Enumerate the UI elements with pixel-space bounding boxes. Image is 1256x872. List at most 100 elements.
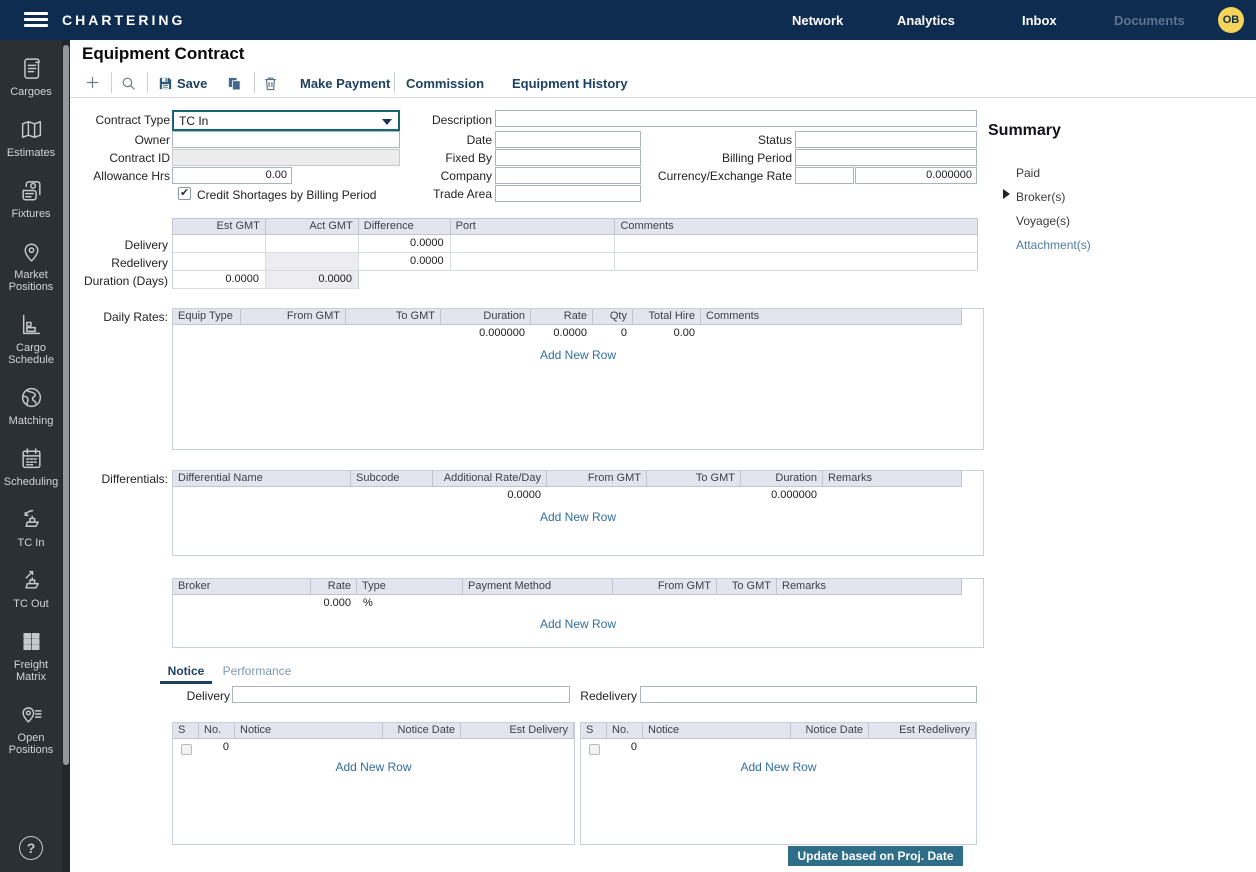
row-checkbox[interactable] <box>180 744 192 755</box>
additional-rate-day-cell[interactable]: 0.0000 <box>507 489 541 501</box>
delivery-difference-cell[interactable]: 0.0000 <box>358 235 451 253</box>
contract-type-select[interactable]: TC In <box>172 110 400 131</box>
notice-cell[interactable] <box>643 739 791 757</box>
redelivery-difference-cell[interactable]: 0.0000 <box>358 253 451 271</box>
currency-field[interactable] <box>795 167 854 184</box>
sidebar-item-tc-in[interactable]: TC In <box>0 497 62 558</box>
subcode-cell[interactable] <box>351 487 433 505</box>
fixed-by-field[interactable] <box>495 149 641 166</box>
notice-redelivery-field[interactable] <box>640 686 977 703</box>
sidebar-item-estimates[interactable]: Estimates <box>0 107 62 168</box>
sidebar-item-freight-matrix[interactable]: Freight Matrix <box>0 619 62 692</box>
sidebar-item-matching[interactable]: Matching <box>0 375 62 436</box>
est-redelivery-cell[interactable] <box>869 739 976 757</box>
broker-type-cell[interactable]: % <box>363 597 373 609</box>
to-gmt-cell[interactable] <box>346 325 441 343</box>
sidebar-item-open-positions[interactable]: Open Positions <box>0 692 62 765</box>
status-field[interactable] <box>795 131 977 148</box>
delete-button[interactable] <box>262 75 279 95</box>
broker-cell[interactable] <box>173 595 311 613</box>
redelivery-port-cell[interactable] <box>450 253 616 271</box>
description-field[interactable] <box>495 110 977 127</box>
to-gmt-cell[interactable] <box>717 595 777 613</box>
redelivery-notice-add-new-row[interactable]: Add New Row <box>740 760 817 774</box>
comments-cell[interactable] <box>701 325 962 343</box>
sidebar-item-cargo-schedule[interactable]: Cargo Schedule <box>0 302 62 375</box>
update-based-on-proj-date-button[interactable]: Update based on Proj. Date <box>788 846 963 866</box>
trade-area-field[interactable] <box>495 185 641 202</box>
notice-date-cell[interactable] <box>791 739 869 757</box>
to-gmt-cell[interactable] <box>647 487 741 505</box>
total-hire-cell[interactable]: 0.00 <box>673 327 695 339</box>
qty-cell[interactable]: 0 <box>620 327 627 339</box>
delivery-port-cell[interactable] <box>450 235 616 253</box>
allowance-hrs-field[interactable]: 0.00 <box>172 167 292 184</box>
copy-button[interactable] <box>226 75 243 95</box>
commission-button[interactable]: Commission <box>406 76 485 91</box>
sidebar-item-market-positions[interactable]: Market Positions <box>0 229 62 302</box>
from-gmt-cell[interactable] <box>241 325 346 343</box>
brokers-add-new-row[interactable]: Add New Row <box>539 617 617 631</box>
notice-delivery-field[interactable] <box>232 686 570 703</box>
billing-period-field[interactable] <box>795 149 977 166</box>
delivery-est-gmt-cell[interactable] <box>173 235 266 253</box>
duration-cell[interactable]: 0.000000 <box>771 489 817 501</box>
from-gmt-cell[interactable] <box>547 487 647 505</box>
exchange-rate-field[interactable]: 0.000000 <box>855 167 977 184</box>
search-button[interactable] <box>120 75 137 95</box>
tab-notice[interactable]: Notice <box>160 664 212 684</box>
owner-field[interactable] <box>172 131 400 148</box>
date-field[interactable] <box>495 131 641 148</box>
remarks-cell[interactable] <box>823 487 962 505</box>
sidebar-item-scheduling[interactable]: Scheduling <box>0 436 62 497</box>
duration-est-cell[interactable]: 0.0000 <box>173 271 266 289</box>
make-payment-button[interactable]: Make Payment <box>300 76 391 91</box>
save-icon-button[interactable] <box>157 75 174 95</box>
summary-brokers[interactable]: Broker(s) <box>1016 190 1066 204</box>
user-avatar[interactable]: OB <box>1218 7 1244 33</box>
daily-rates-add-new-row[interactable]: Add New Row <box>539 348 617 362</box>
expand-arrow-icon[interactable] <box>1003 189 1010 199</box>
new-button[interactable] <box>84 74 101 94</box>
contract-id-field <box>172 149 400 166</box>
save-button[interactable]: Save <box>177 76 208 91</box>
sidebar-scrollbar-thumb[interactable] <box>63 45 69 765</box>
nav-documents[interactable]: Documents <box>1114 13 1185 28</box>
payment-method-cell[interactable] <box>463 595 613 613</box>
delivery-comments-cell[interactable] <box>615 235 978 253</box>
credit-shortages-checkbox[interactable] <box>178 186 191 200</box>
nav-network[interactable]: Network <box>792 13 844 28</box>
row-checkbox[interactable] <box>588 744 600 755</box>
sidebar-help-button[interactable]: ? <box>0 836 62 860</box>
company-field[interactable] <box>495 167 641 184</box>
delivery-notice-add-new-row[interactable]: Add New Row <box>335 760 412 774</box>
equipment-history-button[interactable]: Equipment History <box>512 76 628 91</box>
nav-analytics[interactable]: Analytics <box>897 13 955 28</box>
summary-paid[interactable]: Paid <box>1016 166 1041 180</box>
est-delivery-cell[interactable] <box>461 739 574 757</box>
duration-cell[interactable]: 0.000000 <box>479 327 525 339</box>
rate-cell[interactable]: 0.0000 <box>553 327 587 339</box>
summary-attachments[interactable]: Attachment(s) <box>1016 238 1091 252</box>
sidebar-item-tc-out[interactable]: TC Out <box>0 558 62 619</box>
redelivery-comments-cell[interactable] <box>615 253 978 271</box>
sidebar-item-fixtures[interactable]: Fixtures <box>0 168 62 229</box>
redelivery-est-gmt-cell[interactable] <box>173 253 266 271</box>
tab-performance[interactable]: Performance <box>222 664 292 678</box>
notice-cell[interactable] <box>235 739 383 757</box>
differentials-add-new-row[interactable]: Add New Row <box>539 510 617 524</box>
notice-date-cell[interactable] <box>383 739 461 757</box>
from-gmt-cell[interactable] <box>613 595 717 613</box>
sidebar-item-cargoes[interactable]: Cargoes <box>0 46 62 107</box>
equip-type-cell[interactable] <box>173 325 241 343</box>
delivery-act-gmt-cell[interactable] <box>265 235 359 253</box>
hamburger-menu-icon[interactable] <box>24 12 48 28</box>
summary-voyages[interactable]: Voyage(s) <box>1016 214 1071 228</box>
differential-name-cell[interactable] <box>173 487 351 505</box>
remarks-cell[interactable] <box>777 595 962 613</box>
delivery-row-label: Delivery <box>124 238 168 252</box>
col-broker: Broker <box>173 579 311 595</box>
sidebar: Cargoes Estimates Fixtures Market Positi… <box>0 40 70 872</box>
broker-rate-cell[interactable]: 0.000 <box>323 597 351 609</box>
nav-inbox[interactable]: Inbox <box>1022 13 1057 28</box>
